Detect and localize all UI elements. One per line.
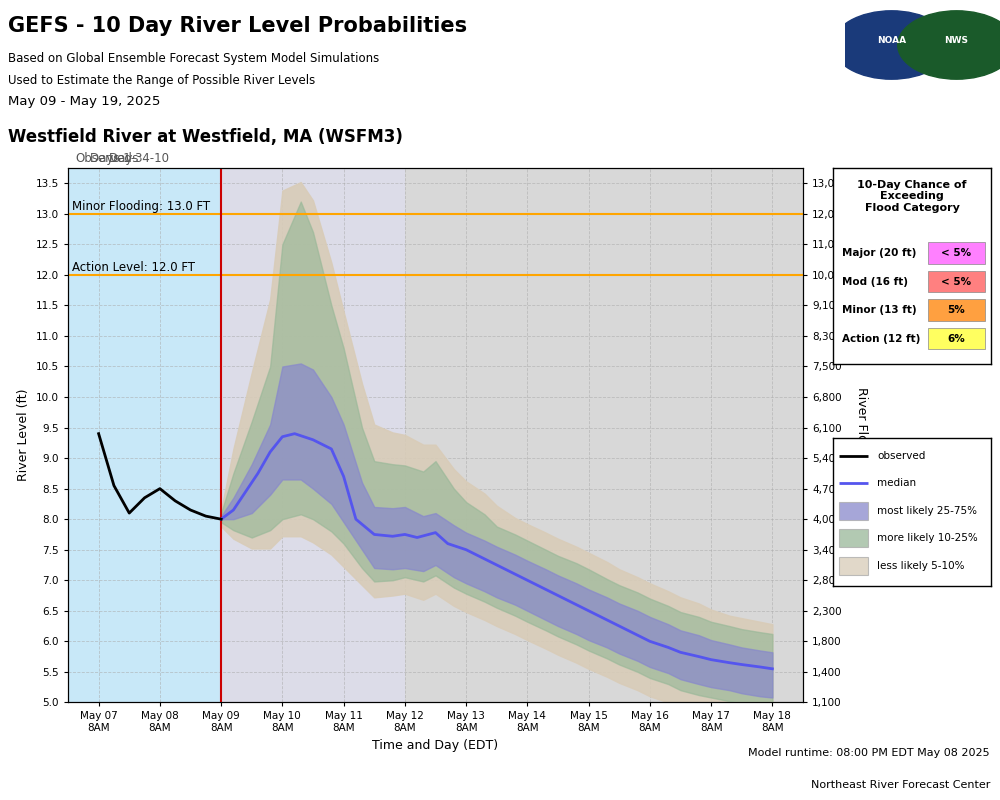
Text: Minor (13 ft): Minor (13 ft) <box>842 305 917 315</box>
Circle shape <box>898 10 1000 79</box>
Text: observed: observed <box>877 451 926 461</box>
Text: 10-Day Chance of
Exceeding
Flood Category: 10-Day Chance of Exceeding Flood Categor… <box>857 180 967 213</box>
FancyBboxPatch shape <box>839 502 868 520</box>
Text: Model runtime: 08:00 PM EDT May 08 2025: Model runtime: 08:00 PM EDT May 08 2025 <box>748 748 990 758</box>
Text: NWS: NWS <box>945 36 969 45</box>
FancyBboxPatch shape <box>839 557 868 574</box>
Text: 6%: 6% <box>947 334 965 343</box>
Text: Used to Estimate the Range of Possible River Levels: Used to Estimate the Range of Possible R… <box>8 74 315 86</box>
Bar <box>68 168 221 702</box>
FancyBboxPatch shape <box>928 242 985 264</box>
Text: less likely 5-10%: less likely 5-10% <box>877 561 965 570</box>
Text: Northeast River Forecast Center: Northeast River Forecast Center <box>811 780 990 790</box>
Text: more likely 10-25%: more likely 10-25% <box>877 534 978 543</box>
FancyBboxPatch shape <box>928 271 985 293</box>
Text: Mod (16 ft): Mod (16 ft) <box>842 277 908 286</box>
Text: < 5%: < 5% <box>941 248 971 258</box>
Bar <box>405 168 803 702</box>
Text: Days 1-3: Days 1-3 <box>90 151 143 165</box>
Text: Westfield River at Westfield, MA (WSFM3): Westfield River at Westfield, MA (WSFM3) <box>8 127 403 146</box>
Bar <box>221 168 405 702</box>
Text: median: median <box>877 478 916 489</box>
FancyBboxPatch shape <box>928 328 985 350</box>
FancyBboxPatch shape <box>928 299 985 321</box>
FancyBboxPatch shape <box>839 530 868 547</box>
Text: Major (20 ft): Major (20 ft) <box>842 248 917 258</box>
X-axis label: Time and Day (EDT): Time and Day (EDT) <box>372 738 499 751</box>
Text: Action Level: 12.0 FT: Action Level: 12.0 FT <box>72 261 195 274</box>
Text: Minor Flooding: 13.0 FT: Minor Flooding: 13.0 FT <box>72 199 210 213</box>
Text: Days 4-10: Days 4-10 <box>109 151 169 165</box>
Text: Based on Global Ensemble Forecast System Model Simulations: Based on Global Ensemble Forecast System… <box>8 52 379 66</box>
Text: GEFS - 10 Day River Level Probabilities: GEFS - 10 Day River Level Probabilities <box>8 16 467 36</box>
Text: NOAA: NOAA <box>877 36 906 45</box>
Text: most likely 25-75%: most likely 25-75% <box>877 506 977 516</box>
Text: 5%: 5% <box>947 305 965 315</box>
Y-axis label: River Flow (cfs): River Flow (cfs) <box>855 387 868 483</box>
Text: Observed: Observed <box>75 151 132 165</box>
Text: Action (12 ft): Action (12 ft) <box>842 334 921 343</box>
Circle shape <box>833 10 950 79</box>
Text: May 09 - May 19, 2025: May 09 - May 19, 2025 <box>8 95 161 108</box>
Text: < 5%: < 5% <box>941 277 971 286</box>
Y-axis label: River Level (ft): River Level (ft) <box>17 389 30 482</box>
